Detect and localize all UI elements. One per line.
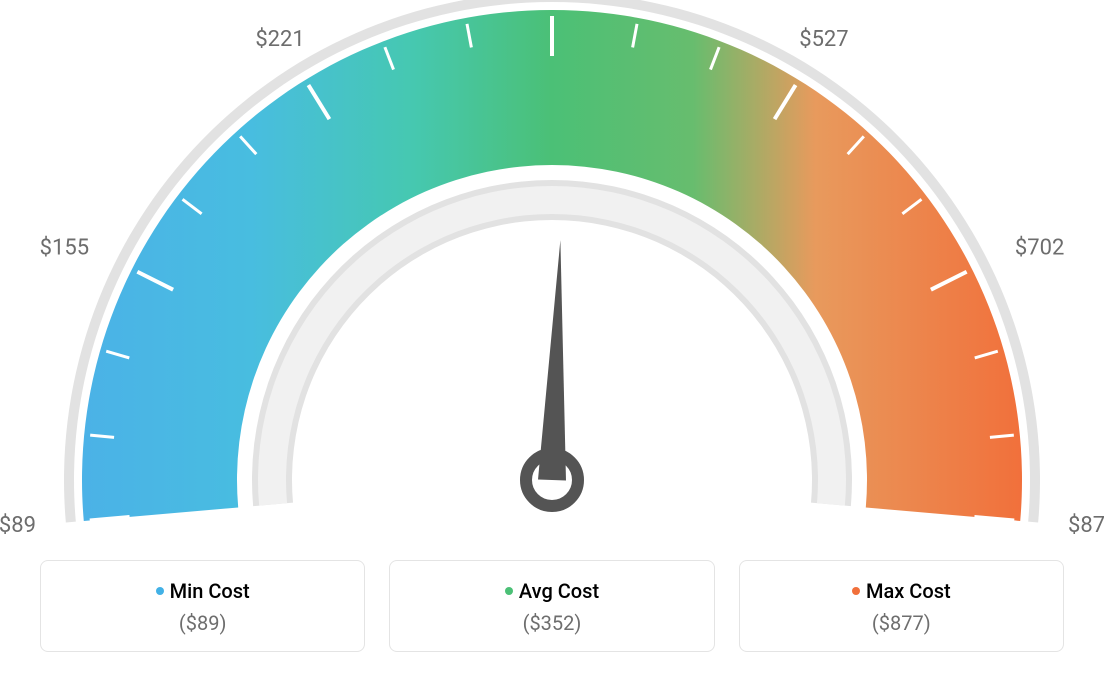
legend-card-max: Max Cost ($877) xyxy=(739,560,1064,652)
tick-label: $89 xyxy=(0,513,36,538)
legend-value-max: ($877) xyxy=(740,611,1063,635)
gauge-svg: $89$155$221$352$527$702$877 xyxy=(0,0,1104,560)
tick-label: $877 xyxy=(1068,513,1104,538)
legend-label-max: Max Cost xyxy=(866,579,951,603)
tick-label: $527 xyxy=(799,27,848,52)
legend-value-min: ($89) xyxy=(41,611,364,635)
dot-avg xyxy=(505,587,513,595)
tick-label: $221 xyxy=(255,27,304,52)
dot-min xyxy=(156,587,164,595)
tick-label: $702 xyxy=(1015,236,1064,261)
legend-row: Min Cost ($89) Avg Cost ($352) Max Cost … xyxy=(0,560,1104,652)
dot-max xyxy=(852,587,860,595)
legend-label-min: Min Cost xyxy=(170,579,250,603)
legend-card-min: Min Cost ($89) xyxy=(40,560,365,652)
legend-title-max: Max Cost xyxy=(740,579,1063,603)
legend-title-min: Min Cost xyxy=(41,579,364,603)
tick-label: $155 xyxy=(40,236,89,261)
legend-card-avg: Avg Cost ($352) xyxy=(389,560,714,652)
legend-label-avg: Avg Cost xyxy=(519,579,599,603)
legend-value-avg: ($352) xyxy=(390,611,713,635)
gauge-needle xyxy=(538,240,566,480)
legend-title-avg: Avg Cost xyxy=(390,579,713,603)
cost-gauge: $89$155$221$352$527$702$877 xyxy=(0,0,1104,560)
